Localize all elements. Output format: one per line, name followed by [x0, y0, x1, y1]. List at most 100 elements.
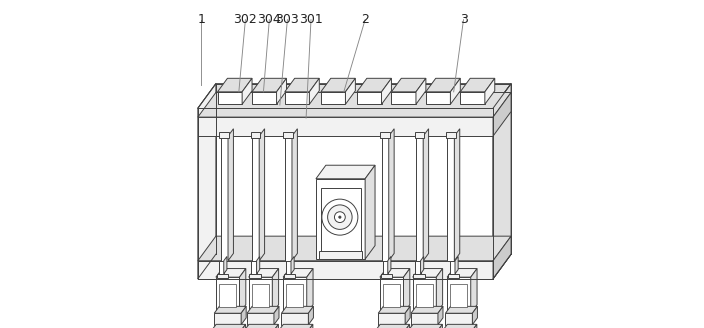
Bar [320, 188, 360, 253]
Bar [413, 274, 425, 278]
Polygon shape [420, 256, 424, 274]
Polygon shape [451, 78, 460, 104]
Bar [391, 92, 416, 104]
Bar [450, 261, 455, 274]
Text: 303: 303 [275, 13, 299, 26]
Polygon shape [292, 129, 297, 261]
Polygon shape [447, 269, 477, 277]
Polygon shape [198, 236, 511, 261]
Polygon shape [198, 108, 493, 279]
Polygon shape [272, 269, 279, 313]
Polygon shape [280, 324, 313, 328]
Polygon shape [309, 78, 320, 104]
Polygon shape [426, 78, 460, 92]
Bar [251, 132, 260, 138]
Polygon shape [357, 78, 391, 92]
Text: 1: 1 [197, 13, 205, 26]
Polygon shape [316, 165, 375, 179]
Polygon shape [277, 78, 287, 104]
Bar [416, 136, 423, 261]
Polygon shape [284, 78, 320, 92]
Polygon shape [316, 179, 365, 259]
Polygon shape [446, 306, 477, 313]
Bar [221, 136, 228, 261]
Bar [357, 92, 382, 104]
Polygon shape [214, 313, 241, 325]
Polygon shape [252, 78, 287, 92]
Text: 3: 3 [460, 13, 467, 26]
Polygon shape [218, 78, 252, 92]
Polygon shape [380, 277, 403, 313]
Polygon shape [283, 277, 307, 313]
Bar [252, 92, 277, 104]
Polygon shape [471, 269, 477, 313]
Polygon shape [460, 78, 495, 92]
Polygon shape [198, 261, 493, 279]
Polygon shape [454, 129, 460, 261]
Bar [286, 261, 291, 274]
Polygon shape [346, 78, 356, 104]
Bar [382, 136, 389, 261]
Polygon shape [321, 78, 356, 92]
Text: 2: 2 [361, 13, 369, 26]
Polygon shape [242, 78, 252, 104]
Bar [251, 261, 256, 274]
Bar [382, 261, 388, 274]
Polygon shape [380, 269, 410, 277]
Polygon shape [444, 324, 477, 328]
Bar [319, 251, 362, 259]
Polygon shape [259, 129, 265, 261]
Polygon shape [216, 277, 239, 313]
Polygon shape [256, 256, 260, 274]
Bar [217, 274, 228, 278]
Polygon shape [291, 256, 294, 274]
Polygon shape [308, 306, 313, 325]
Bar [415, 261, 420, 274]
Polygon shape [406, 324, 410, 328]
Polygon shape [224, 256, 227, 274]
Polygon shape [411, 306, 443, 313]
Polygon shape [416, 78, 426, 104]
Polygon shape [307, 269, 313, 313]
Polygon shape [283, 269, 313, 277]
Circle shape [334, 212, 345, 222]
Polygon shape [282, 313, 308, 325]
Polygon shape [410, 324, 442, 328]
Polygon shape [241, 306, 246, 325]
Polygon shape [438, 306, 443, 325]
Bar [381, 274, 392, 278]
Circle shape [339, 216, 341, 218]
Circle shape [322, 199, 358, 235]
Polygon shape [436, 269, 443, 313]
Polygon shape [493, 92, 511, 136]
Polygon shape [274, 306, 279, 325]
Bar [284, 132, 294, 138]
Polygon shape [378, 306, 410, 313]
Bar [321, 92, 346, 104]
Circle shape [327, 205, 352, 229]
Polygon shape [446, 313, 472, 325]
Bar [284, 136, 292, 261]
Bar [287, 284, 303, 307]
Bar [252, 136, 259, 261]
Polygon shape [198, 92, 511, 117]
Polygon shape [403, 269, 410, 313]
Polygon shape [493, 236, 511, 279]
Polygon shape [388, 256, 391, 274]
Polygon shape [411, 313, 438, 325]
Bar [249, 274, 260, 278]
Bar [252, 284, 269, 307]
Polygon shape [474, 324, 477, 328]
Bar [383, 284, 400, 307]
Polygon shape [216, 269, 246, 277]
Bar [460, 92, 485, 104]
Polygon shape [493, 84, 511, 279]
Polygon shape [405, 306, 410, 325]
Polygon shape [275, 324, 278, 328]
Polygon shape [310, 324, 313, 328]
Polygon shape [382, 78, 391, 104]
Polygon shape [472, 306, 477, 325]
Text: 304: 304 [258, 13, 281, 26]
Polygon shape [213, 324, 246, 328]
Polygon shape [447, 277, 471, 313]
